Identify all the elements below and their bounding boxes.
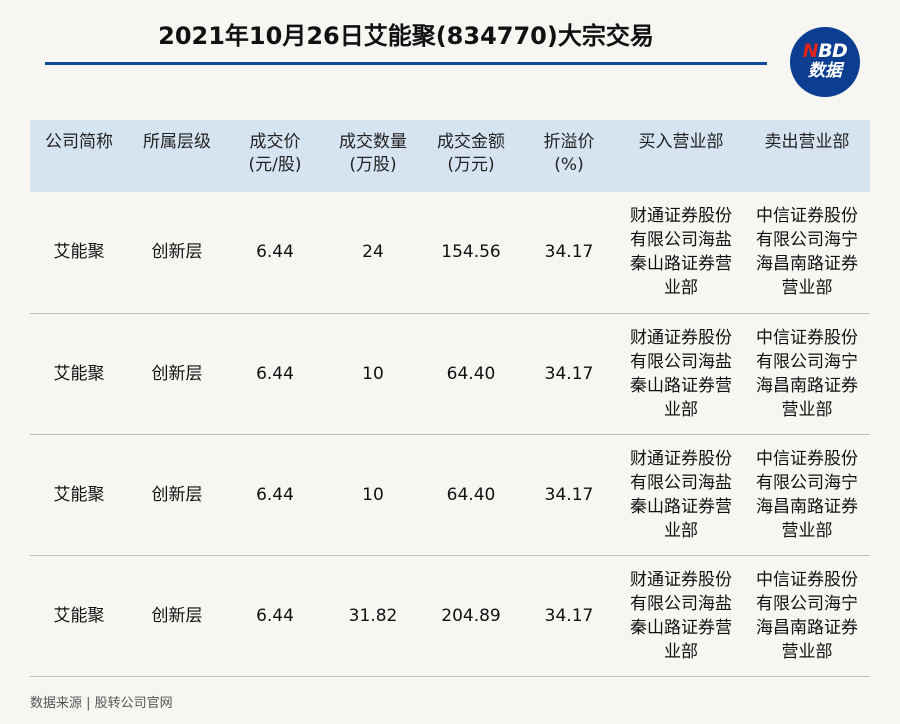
cell-company: 艾能聚 <box>30 192 128 314</box>
header-seller: 卖出营业部 <box>744 120 870 192</box>
cell-price: 6.44 <box>226 192 324 314</box>
cell-tier: 创新层 <box>128 313 226 435</box>
cell-premium: 34.17 <box>520 555 618 677</box>
logo-letters: NBD <box>803 42 848 61</box>
cell-seller: 中信证券股份有限公司海宁海昌南路证券营业部 <box>744 192 870 314</box>
cell-premium: 34.17 <box>520 313 618 435</box>
cell-buyer: 财通证券股份有限公司海盐秦山路证券营业部 <box>618 555 744 677</box>
header-label: 折溢价 <box>543 132 595 152</box>
logo-letters-rest: BD <box>818 40 848 62</box>
cell-company: 艾能聚 <box>30 555 128 677</box>
page-title: 2021年10月26日艾能聚(834770)大宗交易 <box>158 22 654 50</box>
header-unit: (元/股) <box>248 155 302 175</box>
cell-premium: 34.17 <box>520 434 618 556</box>
cell-seller: 中信证券股份有限公司海宁海昌南路证券营业部 <box>744 555 870 677</box>
header-label: 成交数量 <box>339 132 407 152</box>
cell-volume: 31.82 <box>324 555 422 677</box>
header-unit: (万股) <box>349 155 397 175</box>
logo-accent-letter: N <box>802 40 819 62</box>
cell-seller: 中信证券股份有限公司海宁海昌南路证券营业部 <box>744 313 870 435</box>
header-premium: 折溢价 (%) <box>520 120 618 192</box>
header-unit: (%) <box>554 155 584 175</box>
cell-price: 6.44 <box>226 555 324 677</box>
cell-volume: 10 <box>324 313 422 435</box>
title-divider <box>45 62 767 65</box>
cell-company: 艾能聚 <box>30 434 128 556</box>
header-buyer: 买入营业部 <box>618 120 744 192</box>
cell-company: 艾能聚 <box>30 313 128 435</box>
cell-amount: 204.89 <box>422 555 520 677</box>
table-row: 艾能聚 创新层 6.44 24 154.56 34.17 财通证券股份有限公司海… <box>30 192 870 314</box>
cell-premium: 34.17 <box>520 192 618 314</box>
cell-volume: 10 <box>324 434 422 556</box>
cell-price: 6.44 <box>226 313 324 435</box>
cell-tier: 创新层 <box>128 555 226 677</box>
cell-amount: 64.40 <box>422 313 520 435</box>
header-unit: (万元) <box>447 155 495 175</box>
header-label: 所属层级 <box>143 132 211 152</box>
header-company: 公司简称 <box>30 120 128 192</box>
cell-price: 6.44 <box>226 434 324 556</box>
table-header-row: 公司简称 所属层级 成交价 (元/股) 成交数量 (万股) 成交金额 (万元) 折溢价… <box>30 120 870 192</box>
block-trade-table: 公司简称 所属层级 成交价 (元/股) 成交数量 (万股) 成交金额 (万元) 折溢价… <box>30 120 870 677</box>
cell-amount: 154.56 <box>422 192 520 314</box>
header-label: 成交价 <box>249 132 301 152</box>
header-amount: 成交金额 (万元) <box>422 120 520 192</box>
cell-buyer: 财通证券股份有限公司海盐秦山路证券营业部 <box>618 192 744 314</box>
cell-tier: 创新层 <box>128 192 226 314</box>
table-row: 艾能聚 创新层 6.44 10 64.40 34.17 财通证券股份有限公司海盐… <box>30 434 870 556</box>
logo-subtitle: 数据 <box>808 61 842 81</box>
header-price: 成交价 (元/股) <box>226 120 324 192</box>
data-source-note: 数据来源 | 股转公司官网 <box>30 696 173 711</box>
header-label: 买入营业部 <box>638 132 724 152</box>
cell-volume: 24 <box>324 192 422 314</box>
table-row: 艾能聚 创新层 6.44 31.82 204.89 34.17 财通证券股份有限… <box>30 555 870 677</box>
header-label: 卖出营业部 <box>764 132 850 152</box>
header-label: 公司简称 <box>45 132 113 152</box>
cell-tier: 创新层 <box>128 434 226 556</box>
header-tier: 所属层级 <box>128 120 226 192</box>
table-row: 艾能聚 创新层 6.44 10 64.40 34.17 财通证券股份有限公司海盐… <box>30 313 870 435</box>
cell-buyer: 财通证券股份有限公司海盐秦山路证券营业部 <box>618 313 744 435</box>
cell-seller: 中信证券股份有限公司海宁海昌南路证券营业部 <box>744 434 870 556</box>
nbd-logo: NBD 数据 <box>790 27 860 97</box>
header-volume: 成交数量 (万股) <box>324 120 422 192</box>
cell-buyer: 财通证券股份有限公司海盐秦山路证券营业部 <box>618 434 744 556</box>
cell-amount: 64.40 <box>422 434 520 556</box>
header-label: 成交金额 <box>437 132 505 152</box>
